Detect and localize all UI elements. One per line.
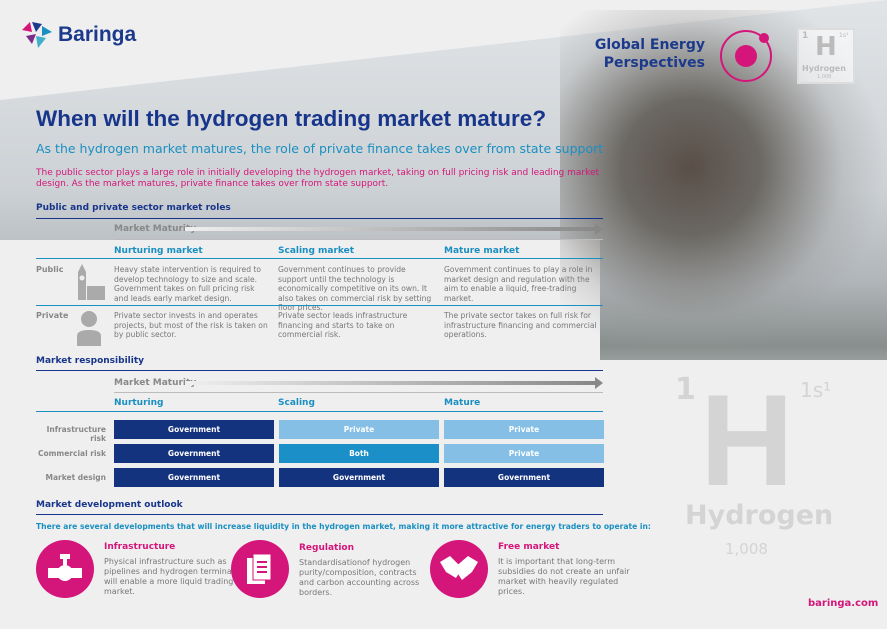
big-ben-icon xyxy=(78,264,105,300)
outlook-heading: Market development outlook xyxy=(36,500,183,510)
responsibility-bar: Both xyxy=(279,444,439,463)
watermark-mass: 1,008 xyxy=(725,540,768,558)
column-header: Nurturing xyxy=(114,398,164,408)
responsibility-bar: Private xyxy=(444,420,604,439)
series-title: Global Energy Perspectives xyxy=(594,37,705,71)
row-label: Market design xyxy=(45,473,107,482)
documents-icon xyxy=(231,540,289,598)
page-title: When will the hydrogen trading market ma… xyxy=(36,106,547,131)
watermark-symbol: H xyxy=(700,367,794,513)
atom-icon xyxy=(720,30,772,82)
responsibility-bar: Government xyxy=(114,420,274,439)
role-cell: Government continues to play a role in m… xyxy=(444,265,593,303)
outlook-text: Standardisationof hydrogen purity/compos… xyxy=(299,558,420,597)
outlook-lead: There are several developments that will… xyxy=(36,522,651,531)
responsibility-bar: Government xyxy=(279,468,439,487)
outlook-title: Regulation xyxy=(299,543,355,553)
arrow-head-icon xyxy=(595,377,603,389)
responsibility-heading: Market responsibility xyxy=(36,356,144,366)
divider xyxy=(36,370,603,371)
arrow-head-icon xyxy=(595,223,603,235)
row-label: Infrastructure risk xyxy=(46,425,106,443)
tile-orbital: 1s¹ xyxy=(839,32,849,39)
row-label-private: Private xyxy=(36,311,69,320)
maturity-arrow xyxy=(185,227,595,231)
watermark-number: 1 xyxy=(675,372,696,407)
logo-text: Baringa xyxy=(58,23,137,46)
outlook-title: Free market xyxy=(498,542,560,552)
maturity-label: Market Maturity xyxy=(114,224,197,234)
role-cell: Heavy state intervention is required to … xyxy=(114,265,262,303)
role-cell: Private sector leads infrastructure fina… xyxy=(278,311,408,339)
divider xyxy=(36,411,603,412)
divider xyxy=(114,239,603,240)
tile-number: 1 xyxy=(802,31,809,41)
pipeline-valve-icon xyxy=(36,540,94,598)
handshake-icon xyxy=(430,540,488,598)
responsibility-bar: Private xyxy=(279,420,439,439)
responsibility-bar: Private xyxy=(444,444,604,463)
element-tile: 1 1s¹ H Hydrogen 1,008 xyxy=(797,28,855,84)
watermark-orbital: 1s¹ xyxy=(800,378,832,402)
watermark-name: Hydrogen xyxy=(685,500,834,531)
maturity-label: Market Maturity xyxy=(114,378,197,388)
divider xyxy=(36,218,603,219)
divider xyxy=(36,305,603,306)
roles-heading: Public and private sector market roles xyxy=(36,203,231,213)
page-subtitle: As the hydrogen market matures, the role… xyxy=(36,141,604,156)
column-header: Nurturing market xyxy=(114,246,203,256)
outlook-text: Physical infrastructure such as pipeline… xyxy=(104,557,239,596)
responsibility-bar: Government xyxy=(114,468,274,487)
column-header: Scaling xyxy=(278,398,315,408)
intro-text: The public sector plays a large role in … xyxy=(36,168,600,189)
website-link[interactable]: baringa.com xyxy=(808,598,879,609)
outlook-text: It is important that long-term subsidies… xyxy=(498,557,630,596)
role-cell: Government continues to provide support … xyxy=(278,265,432,312)
responsibility-bar: Government xyxy=(444,468,604,487)
column-header: Scaling market xyxy=(278,246,355,256)
tile-name: Hydrogen xyxy=(802,64,846,73)
role-cell: Private sector invests in and operates p… xyxy=(114,311,268,339)
role-cell: The private sector takes on full risk fo… xyxy=(444,311,597,339)
divider xyxy=(36,258,603,259)
baringa-logo[interactable]: Baringa xyxy=(22,22,136,48)
responsibility-bar: Government xyxy=(114,444,274,463)
hydrogen-watermark: 1 H 1s¹ Hydrogen 1,008 xyxy=(640,360,885,580)
column-header: Mature xyxy=(444,398,481,408)
row-label-public: Public xyxy=(36,265,64,274)
outlook-title: Infrastructure xyxy=(104,542,176,552)
person-icon xyxy=(77,311,101,346)
maturity-arrow xyxy=(185,381,595,385)
tile-mass: 1,008 xyxy=(817,74,832,80)
tile-symbol: H xyxy=(815,32,837,62)
divider xyxy=(36,514,603,515)
row-label: Commercial risk xyxy=(37,449,106,458)
divider xyxy=(114,392,603,393)
logo-mark-icon xyxy=(22,22,52,48)
column-header: Mature market xyxy=(444,246,520,256)
